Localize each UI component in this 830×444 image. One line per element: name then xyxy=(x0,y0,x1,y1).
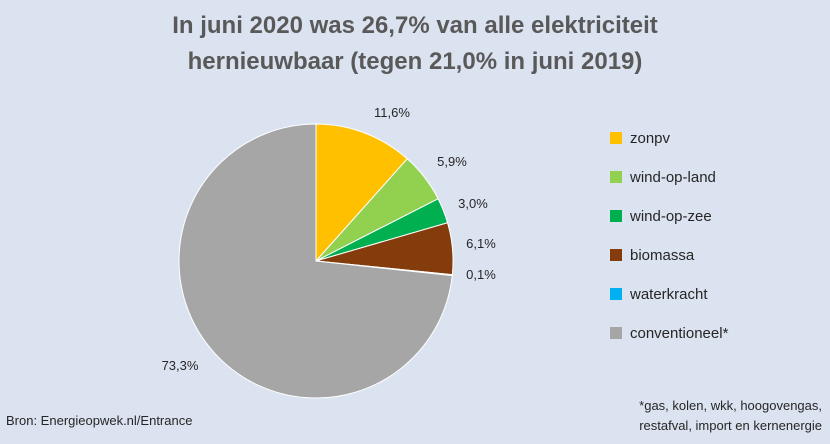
chart-title-line-1: In juni 2020 was 26,7% van alle elektric… xyxy=(172,12,658,39)
legend-swatch xyxy=(610,171,622,183)
legend-item-waterkracht: waterkracht xyxy=(610,284,728,304)
legend-label: conventioneel* xyxy=(630,324,729,342)
data-label-waterkracht: 0,1% xyxy=(466,267,496,282)
footnote-line-1: *gas, kolen, wkk, hoogovengas, xyxy=(639,398,822,413)
legend-item-conventioneel: conventioneel* xyxy=(610,323,728,343)
legend-label: wind-op-zee xyxy=(630,207,712,225)
legend-label: waterkracht xyxy=(630,285,708,303)
data-label-wind-op-land: 5,9% xyxy=(437,154,467,169)
legend-swatch xyxy=(610,132,622,144)
pie-slice-zonpv xyxy=(315,123,408,263)
legend-item-biomassa: biomassa xyxy=(610,245,728,265)
legend-label: wind-op-land xyxy=(630,168,716,186)
legend-swatch xyxy=(610,249,622,261)
legend-item-zonpv: zonpv xyxy=(610,128,728,148)
legend-item-wind-op-zee: wind-op-zee xyxy=(610,206,728,226)
legend-item-wind-op-land: wind-op-land xyxy=(610,167,728,187)
chart-title-line-2: hernieuwbaar (tegen 21,0% in juni 2019) xyxy=(187,48,643,75)
legend-swatch xyxy=(610,288,622,300)
legend-swatch xyxy=(610,327,622,339)
data-label-conventioneel: 73,3% xyxy=(162,358,199,373)
legend-label: zonpv xyxy=(630,129,671,147)
pie-slice-conventioneel xyxy=(178,123,453,399)
legend: zonpv wind-op-land wind-op-zee biomassa wate… xyxy=(610,128,728,362)
footnote-line-2: restafval, import en kernenergie xyxy=(639,418,822,433)
footnote: *gas, kolen, wkk, hoogovengas, restafval… xyxy=(639,396,822,436)
data-label-zonpv: 11,6% xyxy=(374,105,410,120)
data-label-wind-op-zee: 3,0% xyxy=(458,196,488,211)
data-label-biomassa: 6,1% xyxy=(466,236,496,251)
source-note: Bron: Energieopwek.nl/Entrance xyxy=(6,413,193,428)
legend-swatch xyxy=(610,210,622,222)
chart-title: In juni 2020 was 26,7% van alle elektric… xyxy=(0,8,830,80)
legend-label: biomassa xyxy=(630,246,695,264)
